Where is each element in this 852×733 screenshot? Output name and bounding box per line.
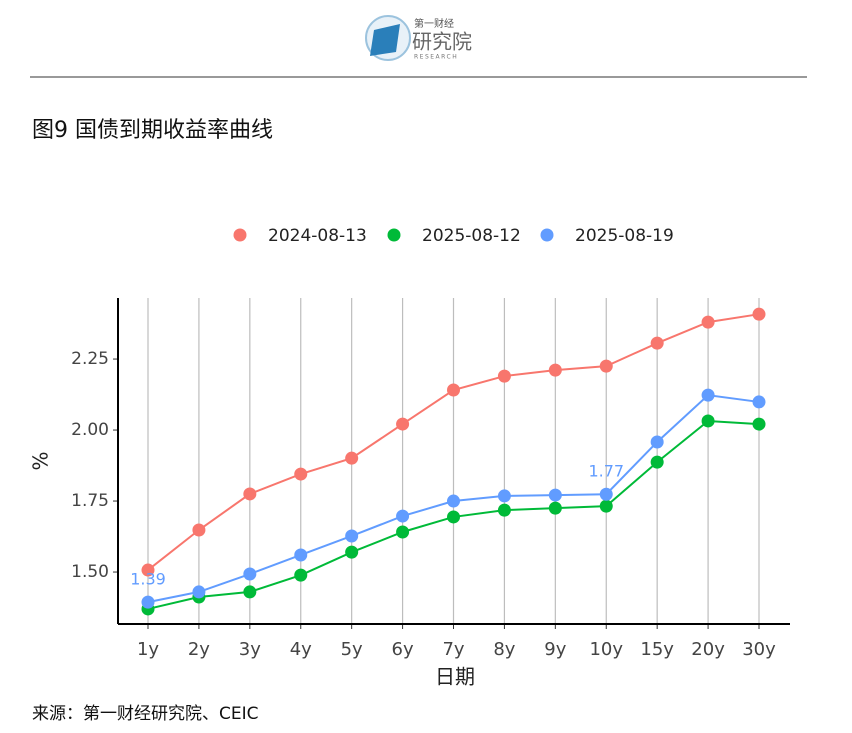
x-tick-label: 15y xyxy=(640,639,674,660)
point xyxy=(345,529,359,543)
x-tick-label: 1y xyxy=(137,639,159,660)
point xyxy=(294,548,308,562)
y-tick-label: 1.75 xyxy=(71,491,109,511)
point xyxy=(294,568,308,582)
x-tick-label: 30y xyxy=(742,639,776,660)
x-tick-label: 2y xyxy=(188,639,210,660)
point xyxy=(701,315,715,329)
legend-label: 2025-08-19 xyxy=(575,226,674,246)
figure-title: 图9 国债到期收益率曲线 xyxy=(32,118,273,143)
point xyxy=(243,487,257,501)
legend-marker xyxy=(233,228,247,242)
x-tick-label: 7y xyxy=(442,639,464,660)
point xyxy=(497,489,511,503)
point xyxy=(396,525,410,539)
point xyxy=(599,499,613,513)
x-tick-label: 8y xyxy=(493,639,515,660)
x-tick-label: 9y xyxy=(544,639,566,660)
x-tick-label: 10y xyxy=(589,639,623,660)
data-label: 1.77 xyxy=(588,462,624,481)
x-tick-label: 4y xyxy=(290,639,312,660)
point xyxy=(345,451,359,465)
point xyxy=(447,383,460,397)
point xyxy=(752,307,766,321)
point xyxy=(701,414,715,428)
x-axis-label: 日期 xyxy=(435,665,475,689)
point xyxy=(192,523,206,537)
point xyxy=(192,585,206,599)
point xyxy=(447,494,460,508)
legend-marker xyxy=(540,228,554,242)
point xyxy=(497,369,511,383)
point xyxy=(243,585,257,599)
y-tick-label: 2.00 xyxy=(71,420,109,440)
logo-top: 第一财经 xyxy=(414,17,454,30)
point xyxy=(396,509,410,523)
x-tick-label: 5y xyxy=(341,639,363,660)
source: 来源：第一财经研究院、CEIC xyxy=(32,704,259,724)
logo-main: 研究院 xyxy=(412,30,472,54)
legend-label: 2025-08-12 xyxy=(422,226,521,246)
point xyxy=(548,363,562,377)
point xyxy=(650,336,664,350)
legend-marker xyxy=(387,228,401,242)
x-tick-label: 6y xyxy=(392,639,414,660)
point xyxy=(294,467,308,481)
point xyxy=(548,488,562,502)
x-tick-label: 3y xyxy=(239,639,261,660)
point xyxy=(701,388,715,402)
logo: 第一财经 研究院 RESEARCH xyxy=(365,15,472,61)
y-tick-label: 1.50 xyxy=(71,562,109,582)
point xyxy=(599,359,613,373)
point xyxy=(345,545,359,559)
point xyxy=(599,487,613,501)
point xyxy=(141,563,155,577)
point xyxy=(752,395,766,409)
point xyxy=(243,567,257,581)
point xyxy=(752,417,766,431)
data-label: 1.39 xyxy=(130,570,166,589)
point xyxy=(650,455,664,469)
x-tick-label: 20y xyxy=(691,639,725,660)
point xyxy=(497,503,511,517)
point xyxy=(141,595,155,609)
point xyxy=(447,510,460,524)
y-axis-label: % xyxy=(29,451,53,470)
point xyxy=(396,417,410,431)
point xyxy=(650,435,664,449)
logo-book xyxy=(370,24,400,56)
logo-sub: RESEARCH xyxy=(414,54,458,61)
y-tick-label: 2.25 xyxy=(71,349,109,369)
legend-label: 2024-08-13 xyxy=(268,226,367,246)
point xyxy=(548,501,562,515)
